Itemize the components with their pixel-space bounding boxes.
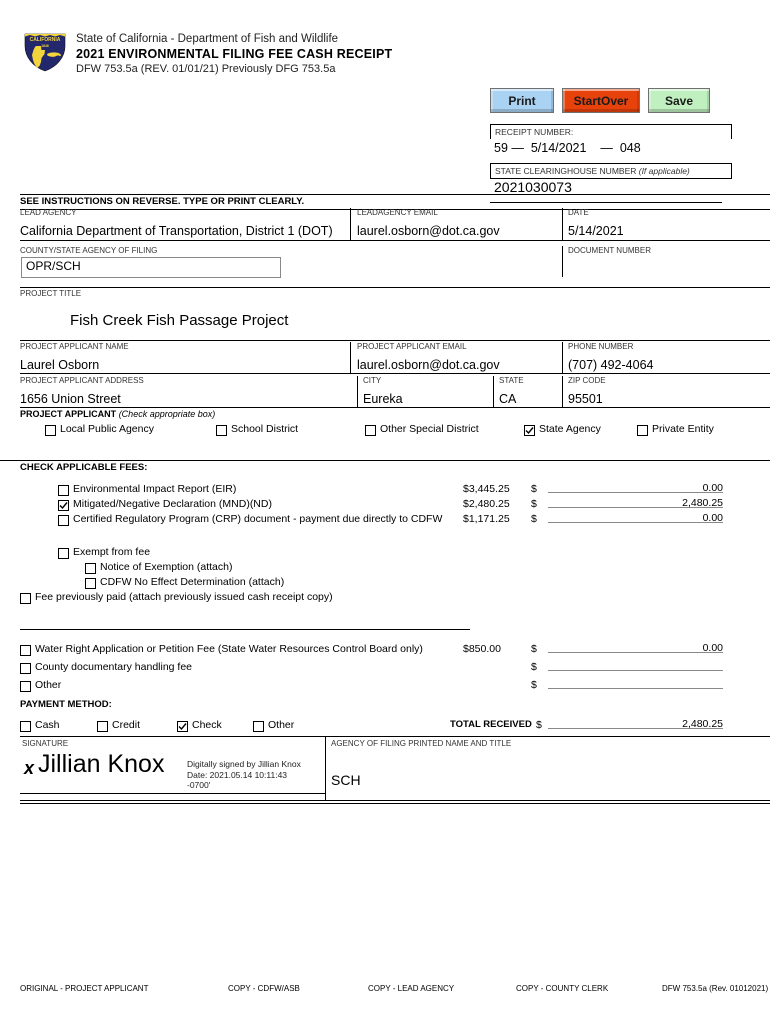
svg-text:1846: 1846	[41, 44, 49, 48]
svg-text:CALIFORNIA: CALIFORNIA	[30, 37, 61, 43]
